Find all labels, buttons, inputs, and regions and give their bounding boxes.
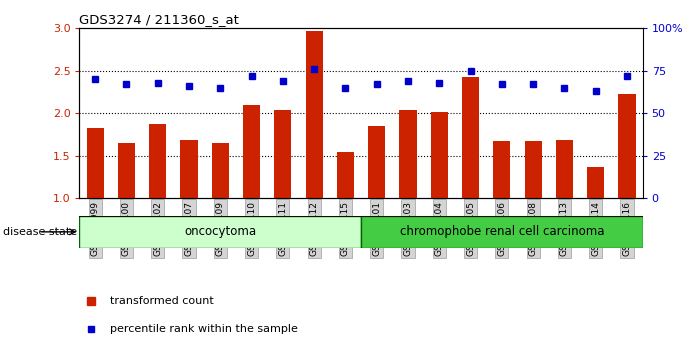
FancyBboxPatch shape	[361, 216, 643, 248]
Bar	[274, 110, 292, 198]
FancyBboxPatch shape	[79, 216, 361, 248]
Bar	[117, 143, 135, 198]
Bar	[556, 141, 573, 198]
Bar	[149, 124, 167, 198]
Bar	[337, 152, 354, 198]
Text: transformed count: transformed count	[111, 296, 214, 306]
Bar	[462, 77, 479, 198]
Bar	[368, 126, 386, 198]
Text: percentile rank within the sample: percentile rank within the sample	[111, 324, 299, 334]
Text: chromophobe renal cell carcinoma: chromophobe renal cell carcinoma	[399, 225, 604, 238]
Bar	[243, 105, 260, 198]
Text: oncocytoma: oncocytoma	[184, 225, 256, 238]
Text: GDS3274 / 211360_s_at: GDS3274 / 211360_s_at	[79, 13, 239, 26]
Bar	[86, 128, 104, 198]
Bar	[430, 113, 448, 198]
Bar	[211, 143, 229, 198]
Bar	[305, 31, 323, 198]
Bar	[524, 141, 542, 198]
Bar	[493, 141, 511, 198]
Bar	[587, 167, 605, 198]
Text: disease state: disease state	[3, 227, 77, 237]
Bar	[399, 110, 417, 198]
Bar	[180, 141, 198, 198]
Bar	[618, 94, 636, 198]
